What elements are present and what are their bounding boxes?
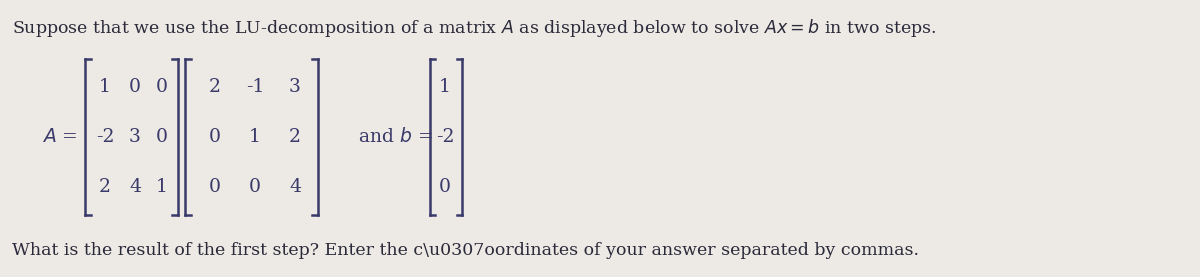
Text: $A$ =: $A$ = [42,128,78,146]
Text: 1: 1 [439,78,451,96]
Text: 3: 3 [130,128,140,146]
Text: -1: -1 [246,78,264,96]
Text: Suppose that we use the LU-decomposition of a matrix $A$ as displayed below to s: Suppose that we use the LU-decomposition… [12,17,936,39]
Text: 4: 4 [289,178,301,196]
Text: 0: 0 [250,178,262,196]
Text: -2: -2 [436,128,455,146]
Text: and $b$ =: and $b$ = [358,127,433,147]
Text: 3: 3 [289,78,301,96]
Text: 0: 0 [439,178,451,196]
Text: 0: 0 [209,178,221,196]
Text: 2: 2 [209,78,221,96]
Text: 1: 1 [250,128,260,146]
Text: 0: 0 [209,128,221,146]
Text: 0: 0 [156,128,168,146]
Text: 0: 0 [156,78,168,96]
Text: 2: 2 [98,178,112,196]
Text: 2: 2 [289,128,301,146]
Text: What is the result of the first step? Enter the c\u0307oordinates of your answer: What is the result of the first step? En… [12,242,919,259]
Text: 0: 0 [130,78,142,96]
Text: -2: -2 [96,128,114,146]
Text: 1: 1 [156,178,168,196]
Text: 1: 1 [100,78,110,96]
Text: 4: 4 [130,178,142,196]
